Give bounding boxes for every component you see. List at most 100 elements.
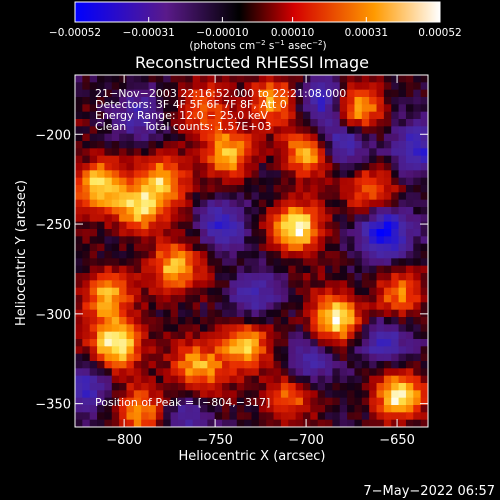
heatmap-cell — [104, 141, 113, 149]
heatmap-cell — [119, 346, 128, 355]
heatmap-cell — [177, 177, 186, 186]
heatmap-cell — [89, 89, 98, 98]
heatmap-cell — [273, 317, 282, 325]
heatmap-cell — [214, 258, 223, 267]
heatmap-cell — [75, 397, 83, 406]
heatmap-cell — [273, 155, 282, 164]
heatmap-cell — [383, 397, 392, 406]
heatmap-cell — [310, 185, 319, 193]
heatmap-cell — [133, 148, 142, 157]
heatmap-cell — [141, 295, 150, 303]
heatmap-cell — [251, 221, 260, 230]
heatmap-cell — [229, 368, 238, 377]
heatmap-cell — [141, 258, 150, 267]
heatmap-cell — [280, 419, 289, 427]
heatmap-cell — [376, 82, 385, 91]
heatmap-cell — [229, 119, 238, 127]
heatmap-cell — [200, 309, 208, 318]
heatmap-cell — [258, 229, 267, 237]
heatmap-cell — [288, 75, 297, 83]
heatmap-cell — [288, 89, 297, 98]
heatmap-cell — [75, 163, 83, 171]
heatmap-cell — [177, 221, 186, 230]
heatmap-cell — [119, 265, 128, 274]
heatmap-cell — [82, 207, 91, 215]
heatmap-cell — [170, 192, 179, 201]
heatmap-cell — [200, 383, 208, 391]
heatmap-cell — [192, 353, 201, 362]
heatmap-cell — [266, 141, 275, 149]
heatmap-cell — [317, 133, 326, 142]
heatmap-cell — [214, 170, 223, 179]
heatmap-cell — [155, 390, 164, 399]
heatmap-cell — [347, 214, 356, 223]
heatmap-cell — [347, 155, 356, 164]
heatmap-cell — [177, 280, 186, 289]
heatmap-cell — [325, 243, 333, 252]
heatmap-cell — [126, 97, 135, 105]
heatmap-cell — [148, 302, 157, 311]
heatmap-cell — [148, 170, 157, 179]
heatmap-cell — [82, 221, 91, 230]
heatmap-cell — [236, 302, 245, 311]
heatmap-cell — [398, 221, 407, 230]
heatmap-cell — [214, 353, 223, 362]
heatmap-cell — [141, 390, 150, 399]
heatmap-cell — [214, 383, 223, 391]
heatmap-cell — [163, 397, 172, 406]
heatmap-cell — [126, 82, 135, 91]
heatmap-cell — [82, 361, 91, 369]
heatmap-cell — [111, 390, 120, 399]
heatmap-cell — [339, 236, 348, 245]
heatmap-cell — [185, 221, 194, 230]
heatmap-cell — [229, 280, 238, 289]
heatmap-cell — [89, 361, 98, 369]
heatmap-cell — [413, 185, 422, 193]
heatmap-cell — [75, 251, 83, 259]
heatmap-cell — [369, 177, 378, 186]
heatmap-cell — [192, 199, 201, 208]
heatmap-cell — [347, 163, 356, 171]
heatmap-cell — [97, 346, 106, 355]
heatmap-cell — [133, 104, 142, 113]
heatmap-cell — [288, 207, 297, 215]
heatmap-cell — [347, 207, 356, 215]
heatmap-cell — [229, 229, 238, 237]
heatmap-cell — [214, 148, 223, 157]
heatmap-cell — [398, 104, 407, 113]
heatmap-cell — [192, 368, 201, 377]
heatmap-cell — [361, 368, 370, 377]
heatmap-cell — [369, 383, 378, 391]
heatmap-cell — [82, 192, 91, 201]
heatmap-cell — [317, 119, 326, 127]
heatmap-cell — [222, 214, 231, 223]
heatmap-cell — [376, 309, 385, 318]
heatmap-cell — [97, 177, 106, 186]
heatmap-cell — [185, 295, 194, 303]
heatmap-cell — [82, 331, 91, 340]
heatmap-cell — [420, 243, 428, 252]
heatmap-cell — [89, 148, 98, 157]
heatmap-cell — [185, 265, 194, 274]
heatmap-cell — [192, 141, 201, 149]
heatmap-cell — [207, 229, 216, 237]
heatmap-cell — [244, 405, 253, 413]
heatmap-cell — [258, 185, 267, 193]
heatmap-cell — [214, 155, 223, 164]
heatmap-cell — [405, 309, 414, 318]
heatmap-cell — [273, 243, 282, 252]
heatmap-cell — [97, 273, 106, 281]
heatmap-cell — [354, 280, 363, 289]
heatmap-cell — [244, 207, 253, 215]
heatmap-cell — [354, 383, 363, 391]
heatmap-cell — [119, 89, 128, 98]
heatmap-cell — [222, 229, 231, 237]
heatmap-cell — [251, 419, 260, 427]
heatmap-cell — [302, 397, 311, 406]
heatmap-cell — [273, 214, 282, 223]
heatmap-cell — [97, 280, 106, 289]
heatmap-cell — [361, 236, 370, 245]
heatmap-cell — [383, 119, 392, 127]
heatmap-cell — [141, 339, 150, 347]
heatmap-cell — [288, 361, 297, 369]
